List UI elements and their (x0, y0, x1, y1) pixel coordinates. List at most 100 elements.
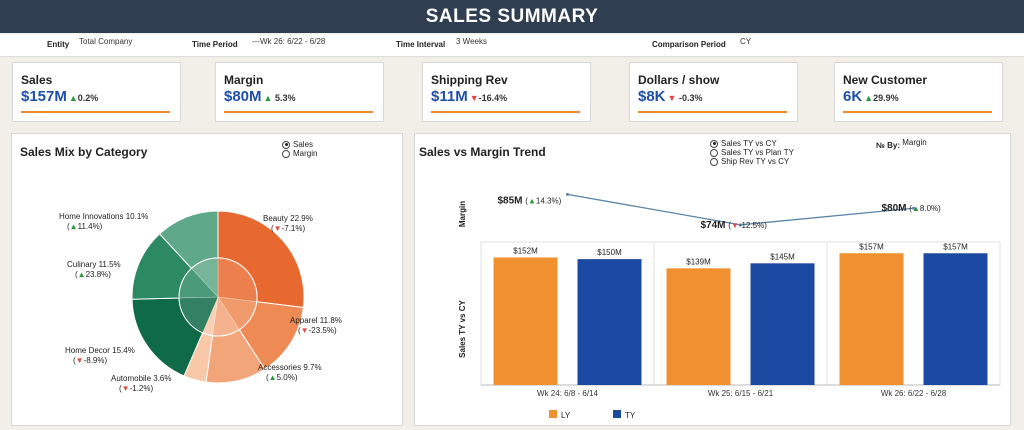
filter-value[interactable]: 3 Weeks (456, 37, 487, 46)
slice-delta-automobile: (▼-1.2%) (119, 384, 153, 393)
kpi-underline (431, 111, 580, 113)
bar-ly-3[interactable] (839, 253, 904, 385)
bar-value-label: $157M (943, 242, 968, 251)
up-triangle-icon: ▲ (864, 93, 874, 103)
kpi-value: $157M (21, 88, 67, 105)
sales-margin-trend-chart: Margin Sales TY vs CY $152M $150M Wk 24: 6… (458, 192, 1001, 420)
slice-label-automobile: Automobile 3.6% (111, 374, 171, 383)
legend-label-ty: TY (625, 411, 636, 420)
bar-value-label: $152M (513, 246, 538, 255)
radio-empty-icon[interactable] (710, 157, 718, 166)
kpi-underline (224, 111, 373, 113)
bar-ty-1[interactable] (577, 259, 642, 385)
slice-delta-culinary: (▲23.8%) (75, 270, 111, 279)
bar-ly-1[interactable] (493, 257, 558, 385)
slice-label-apparel: Apparel 11.8% (290, 316, 342, 325)
bar-ty-3[interactable] (923, 253, 988, 385)
radio-option-sales-ty-vs-plan[interactable]: Sales TY vs Plan TY (710, 148, 794, 157)
radio-empty-icon[interactable] (282, 149, 290, 158)
slice-delta-home-innovations: (▲11.4%) (67, 222, 103, 231)
kpi-delta: 5.3% (274, 93, 296, 103)
bar-ly-2[interactable] (666, 268, 731, 385)
slice-label-culinary: Culinary 11.5% (67, 260, 121, 269)
margin-point[interactable] (566, 192, 569, 196)
by-label: № By: (876, 141, 901, 150)
down-triangle-icon: ▼ (667, 93, 677, 103)
x-tick-label: Wk 26: 6/22 - 6/28 (881, 389, 947, 398)
kpi-underline (21, 111, 170, 113)
margin-point-label: $85M (▲14.3%) (498, 195, 562, 206)
slice-delta-home-decor: (▼-8.9%) (73, 356, 107, 365)
radio-option-ship-rev[interactable]: Ship Rev TY vs CY (710, 157, 794, 166)
kpi-title: Sales (21, 73, 53, 87)
sales-axis-label: Sales TY vs CY (458, 300, 467, 358)
margin-point[interactable] (912, 206, 915, 210)
bar-ty-2[interactable] (750, 263, 815, 385)
up-triangle-icon: ▲ (70, 222, 78, 231)
filter-label: Entity (47, 40, 70, 49)
kpi-title: New Customer (843, 73, 928, 87)
kpi-value: $11M (431, 88, 468, 105)
margin-point-label: $74M (▼-12.5%) (701, 220, 768, 231)
donut-inner-ring (178, 257, 258, 337)
kpi-value: 6K (843, 88, 863, 105)
radio-option-sales[interactable]: Sales (282, 140, 317, 149)
kpi-value-row: 6K ▲29.9% (843, 88, 899, 105)
down-triangle-icon: ▼ (301, 326, 309, 335)
kpi-card-sales: Sales $157M ▲0.2% (12, 62, 181, 122)
up-triangle-icon: ▲ (269, 373, 277, 382)
slice-delta-apparel: (▼-23.5%) (298, 326, 337, 335)
kpi-delta: 0.2% (77, 93, 99, 103)
down-triangle-icon: ▼ (76, 356, 84, 365)
sales-mix-panel: Sales Mix by Category Sales Margin Beaut… (11, 133, 403, 426)
mix-metric-radio-group: Sales Margin (282, 140, 317, 158)
bar-value-label: $139M (686, 257, 711, 266)
sales-mix-donut-chart: Beauty 22.9%(▼-7.1%) Apparel 11.8%(▼-23.5… (59, 210, 342, 393)
kpi-card-margin: Margin $80M ▲ 5.3% (215, 62, 384, 122)
filter-label: Time Interval (396, 40, 446, 49)
kpi-underline (843, 111, 992, 113)
x-tick-label: Wk 24: 6/8 - 6/14 (537, 389, 598, 398)
filter-value[interactable]: CY (740, 37, 752, 46)
sales-margin-trend-panel: Sales vs Margin Trend Sales TY vs CY Sal… (414, 133, 1011, 426)
filter-value[interactable]: ---Wk 26: 6/22 - 6/28 (252, 37, 326, 46)
down-triangle-icon: ▼ (122, 384, 130, 393)
kpi-value: $80M (224, 88, 262, 105)
filter-bar: Entity Total Company Time Period ---Wk 2… (0, 34, 1024, 57)
kpi-value: $8K (638, 88, 666, 105)
radio-empty-icon[interactable] (710, 148, 718, 157)
panel-title: Sales Mix by Category (20, 145, 148, 159)
up-triangle-icon: ▲ (78, 270, 86, 279)
kpi-value-row: $80M ▲ 5.3% (224, 88, 295, 105)
slice-delta-beauty: (▼-7.1%) (271, 224, 305, 233)
radio-label: Ship Rev TY vs CY (721, 157, 790, 166)
margin-axis-label: Margin (458, 201, 467, 227)
up-triangle-icon: ▲ (263, 93, 273, 103)
margin-point-label: $80M (▲8.0%) (882, 203, 942, 214)
up-triangle-icon: ▲ (68, 93, 78, 103)
radio-label: Sales TY vs CY (721, 139, 777, 148)
bar-value-label: $145M (770, 252, 795, 261)
slice-label-home-decor: Home Decor 15.4% (65, 346, 135, 355)
slice-label-home-innovations: Home Innovations 10.1% (59, 212, 148, 221)
bar-value-label: $157M (859, 242, 884, 251)
kpi-title: Shipping Rev (431, 73, 508, 87)
radio-option-sales-ty-vs-cy[interactable]: Sales TY vs CY (710, 139, 794, 148)
kpi-underline (638, 111, 787, 113)
by-selector[interactable]: № By: Margin (876, 138, 927, 150)
slice-label-accessories: Accessories 9.7% (258, 363, 322, 372)
radio-selected-icon[interactable] (282, 140, 290, 149)
page-title: SALES SUMMARY (425, 6, 599, 27)
filter-value[interactable]: Total Company (79, 37, 133, 46)
by-value[interactable]: Margin (902, 138, 927, 147)
margin-point[interactable] (739, 223, 742, 227)
radio-label: Margin (293, 149, 318, 158)
down-triangle-icon: ▼ (274, 224, 282, 233)
bar-value-label: $150M (597, 248, 622, 257)
up-triangle-icon: ▲ (912, 204, 920, 213)
down-triangle-icon: ▼ (469, 93, 479, 103)
radio-option-margin[interactable]: Margin (282, 149, 317, 158)
radio-selected-icon[interactable] (710, 139, 718, 148)
legend-label-ly: LY (561, 411, 571, 420)
kpi-delta: -16.4% (478, 93, 508, 103)
